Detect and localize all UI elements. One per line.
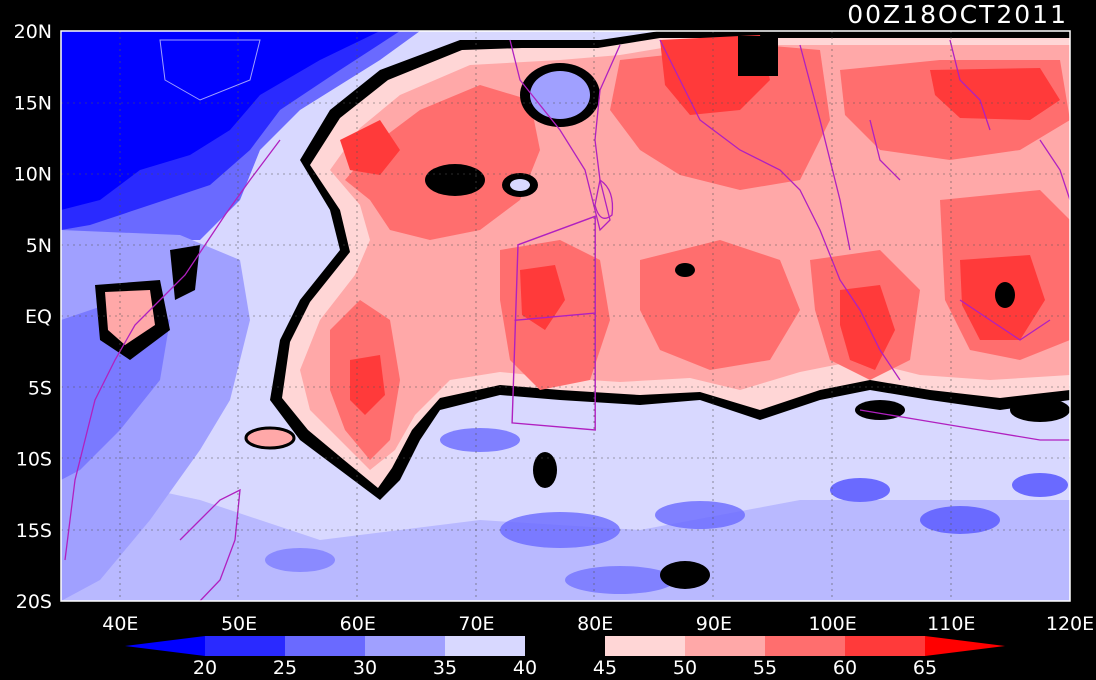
- clear-pockets: [244, 36, 1070, 589]
- arabian-sea-dry-field: [61, 31, 420, 250]
- lat-label: 10S: [16, 449, 52, 471]
- legend-swatch: [285, 636, 365, 656]
- lon-label: 90E: [696, 613, 732, 635]
- map-title: 00Z18OCT2011: [847, 0, 1068, 29]
- lon-label: 60E: [340, 613, 376, 635]
- legend-swatch: [845, 636, 925, 656]
- lat-label: 20N: [14, 21, 52, 43]
- lon-label: 100E: [808, 613, 856, 635]
- latitude-labels: 20N 15N 10N 5N EQ 5S 10S 15S 20S: [14, 21, 52, 613]
- lat-label: 5S: [28, 377, 52, 399]
- legend-level-label: 35: [433, 657, 457, 679]
- lon-label: 70E: [458, 613, 494, 635]
- legend-level-label: 25: [273, 657, 297, 679]
- graticule: [61, 31, 1070, 601]
- lat-label: 10N: [14, 164, 52, 186]
- lon-label: 120E: [1046, 613, 1094, 635]
- lon-label: 50E: [221, 613, 257, 635]
- longitude-labels: 40E 50E 60E 70E 80E 90E 100E 110E 120E: [102, 613, 1094, 635]
- legend-swatch-below: [125, 636, 205, 656]
- legend-level-label: 30: [353, 657, 377, 679]
- legend-swatch: [605, 636, 685, 656]
- lat-label: 15N: [14, 92, 52, 114]
- legend-level-label: 55: [753, 657, 777, 679]
- coastlines: [64, 39, 1070, 601]
- southern-low-field: [61, 420, 1070, 601]
- lat-label: 15S: [16, 520, 52, 542]
- west-box: [511, 215, 596, 431]
- legend-level-label: 60: [833, 657, 857, 679]
- lon-label: 40E: [102, 613, 138, 635]
- legend-swatch: [685, 636, 765, 656]
- lon-label: 110E: [927, 613, 975, 635]
- legend-swatch-above: [925, 636, 1005, 656]
- plot-frame: [60, 30, 1071, 602]
- color-legend: 20 25 30 35 40 45 50 55 60 65: [125, 636, 1005, 679]
- legend-level-label: 50: [673, 657, 697, 679]
- plot-area: [61, 31, 1070, 601]
- lat-label: EQ: [25, 306, 52, 328]
- legend-level-label: 65: [913, 657, 937, 679]
- legend-level-label: 20: [193, 657, 217, 679]
- lat-label: 5N: [26, 235, 52, 257]
- lon-label: 80E: [577, 613, 613, 635]
- legend-swatch: [365, 636, 445, 656]
- analysis-boxes: [511, 215, 596, 431]
- legend-swatch: [205, 636, 285, 656]
- legend-level-label: 40: [513, 657, 537, 679]
- legend-swatch: [765, 636, 845, 656]
- east-africa-field: [61, 230, 250, 601]
- lat-label: 20S: [16, 591, 52, 613]
- legend-level-label: 45: [593, 657, 617, 679]
- legend-swatch: [525, 636, 605, 656]
- legend-swatch: [445, 636, 525, 656]
- equator-divider: [514, 312, 596, 321]
